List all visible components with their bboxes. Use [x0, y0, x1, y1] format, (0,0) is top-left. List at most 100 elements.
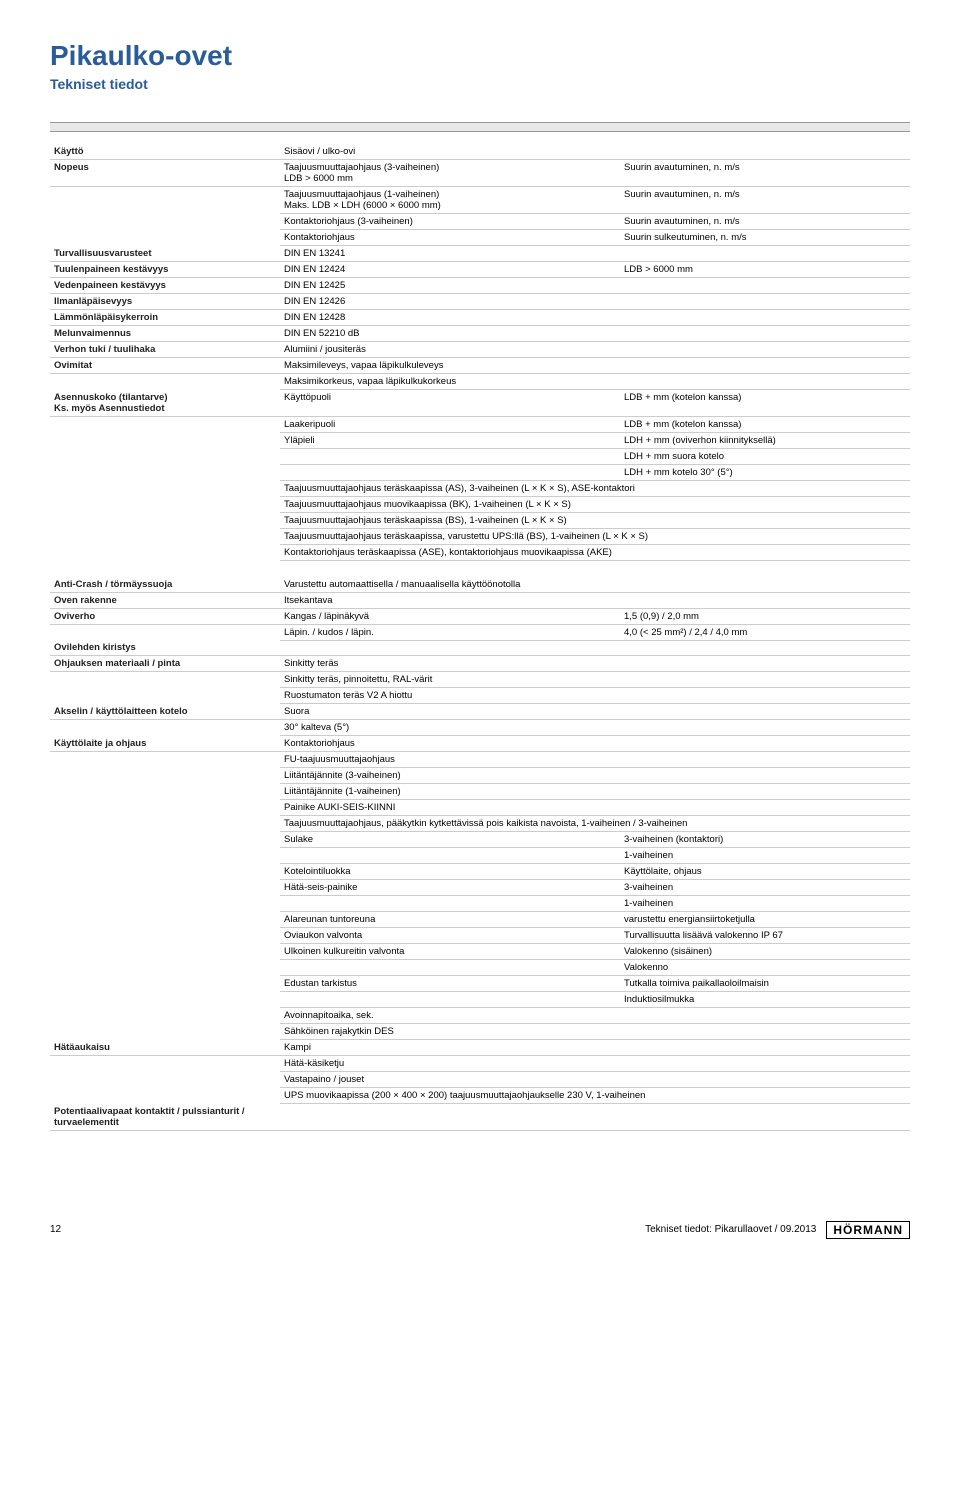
row-value [620, 1104, 910, 1131]
table-row: Oviaukon valvontaTurvallisuutta lisäävä … [50, 928, 910, 944]
row-value [620, 720, 910, 736]
row-value [620, 577, 910, 593]
row-label [50, 864, 280, 880]
row-value: 3-vaiheinen [620, 880, 910, 896]
row-mid: Taajuusmuuttajaohjaus (1-vaiheinen) Maks… [280, 187, 620, 214]
row-value: Taajuusmuuttajaohjaus teräskaapissa, var… [280, 528, 910, 544]
row-label [50, 624, 280, 640]
table-row: Maksimikorkeus, vapaa läpikulkukorkeus [50, 374, 910, 390]
row-value [620, 800, 910, 816]
row-label [50, 432, 280, 448]
row-value [620, 144, 910, 160]
row-label: Ilmanläpäisevyys [50, 294, 280, 310]
row-value [620, 342, 910, 358]
row-label [50, 928, 280, 944]
table-row: YläpieliLDH + mm (oviverhon kiinnityksel… [50, 432, 910, 448]
row-mid: Taajuusmuuttajaohjaus (3-vaiheinen) LDB … [280, 160, 620, 187]
page-footer: 12 Tekniset tiedot: Pikarullaovet / 09.2… [50, 1211, 910, 1239]
row-mid: Hätä-käsiketju [280, 1056, 620, 1072]
row-value: varustettu energiansiirtoketjulla [620, 912, 910, 928]
row-value [620, 1024, 910, 1040]
row-mid [280, 848, 620, 864]
row-label [50, 1072, 280, 1088]
table-row: Asennuskoko (tilantarve) Ks. myös Asennu… [50, 390, 910, 417]
table-row: OvimitatMaksimileveys, vapaa läpikulkule… [50, 358, 910, 374]
row-value: Tutkalla toimiva paikallaoloilmaisin [620, 976, 910, 992]
row-label [50, 720, 280, 736]
row-mid: Kontaktoriohjaus [280, 736, 620, 752]
row-value [620, 768, 910, 784]
row-mid: DIN EN 12426 [280, 294, 620, 310]
row-label [50, 528, 280, 544]
table-row: Taajuusmuuttajaohjaus muovikaapissa (BK)… [50, 496, 910, 512]
table-row: HätäaukaisuKampi [50, 1040, 910, 1056]
row-mid: Yläpieli [280, 432, 620, 448]
row-value [620, 326, 910, 342]
row-value [620, 278, 910, 294]
footer-text: Tekniset tiedot: Pikarullaovet / 09.2013 [645, 1224, 816, 1235]
row-label: Nopeus [50, 160, 280, 187]
row-label: Tuulenpaineen kestävyys [50, 262, 280, 278]
row-label [50, 416, 280, 432]
row-mid: Sisäovi / ulko-ovi [280, 144, 620, 160]
table-row: MelunvaimennusDIN EN 52210 dB [50, 326, 910, 342]
row-value: Suurin avautuminen, n. m/s [620, 214, 910, 230]
table-row: NopeusTaajuusmuuttajaohjaus (3-vaiheinen… [50, 160, 910, 187]
table-row: KotelointiluokkaKäyttölaite, ohjaus [50, 864, 910, 880]
row-label: Oven rakenne [50, 592, 280, 608]
row-label: Hätäaukaisu [50, 1040, 280, 1056]
row-label: Käyttö [50, 144, 280, 160]
row-mid [280, 960, 620, 976]
row-mid: Avoinnapitoaika, sek. [280, 1008, 620, 1024]
row-label: Asennuskoko (tilantarve) Ks. myös Asennu… [50, 390, 280, 417]
row-value: LDH + mm (oviverhon kiinnityksellä) [620, 432, 910, 448]
table-row: Liitäntäjännite (3-vaiheinen) [50, 768, 910, 784]
row-value [620, 294, 910, 310]
row-mid: Itsekantava [280, 592, 620, 608]
page-title: Pikaulko-ovet [50, 40, 910, 72]
row-value: LDB + mm (kotelon kanssa) [620, 390, 910, 417]
table-row: Vedenpaineen kestävyysDIN EN 12425 [50, 278, 910, 294]
table-row: Induktiosilmukka [50, 992, 910, 1008]
row-value [620, 752, 910, 768]
table-row: Alareunan tuntoreunavarustettu energians… [50, 912, 910, 928]
table-row: Taajuusmuuttajaohjaus teräskaapissa (BS)… [50, 512, 910, 528]
row-label [50, 784, 280, 800]
row-label: Turvallisuusvarusteet [50, 246, 280, 262]
row-value [620, 672, 910, 688]
table-row: Avoinnapitoaika, sek. [50, 1008, 910, 1024]
row-label: Akselin / käyttölaitteen kotelo [50, 704, 280, 720]
row-value [620, 736, 910, 752]
row-value [620, 1040, 910, 1056]
row-label [50, 848, 280, 864]
row-mid: Vastapaino / jouset [280, 1072, 620, 1088]
row-label: Potentiaalivapaat kontaktit / pulssiantu… [50, 1104, 280, 1131]
row-mid: Sulake [280, 832, 620, 848]
row-value [620, 784, 910, 800]
table-row: Oven rakenneItsekantava [50, 592, 910, 608]
row-value: LDB > 6000 mm [620, 262, 910, 278]
row-mid [280, 640, 620, 656]
row-label: Ovimitat [50, 358, 280, 374]
row-mid: FU-taajuusmuuttajaohjaus [280, 752, 620, 768]
row-mid: Suora [280, 704, 620, 720]
row-label [50, 832, 280, 848]
row-label [50, 496, 280, 512]
row-label [50, 480, 280, 496]
table-row: TurvallisuusvarusteetDIN EN 13241 [50, 246, 910, 262]
row-label [50, 1056, 280, 1072]
row-value: 1,5 (0,9) / 2,0 mm [620, 608, 910, 624]
row-mid: Liitäntäjännite (1-vaiheinen) [280, 784, 620, 800]
row-label [50, 688, 280, 704]
row-mid [280, 992, 620, 1008]
table-row: LaakeripuoliLDB + mm (kotelon kanssa) [50, 416, 910, 432]
row-label [50, 976, 280, 992]
table-row: Edustan tarkistusTutkalla toimiva paikal… [50, 976, 910, 992]
row-mid: Varustettu automaattisella / manuaalisel… [280, 577, 620, 593]
row-label: Melunvaimennus [50, 326, 280, 342]
table-row: Kontaktoriohjaus teräskaapissa (ASE), ko… [50, 544, 910, 560]
table-row: Ulkoinen kulkureitin valvontaValokenno (… [50, 944, 910, 960]
row-value: 1-vaiheinen [620, 848, 910, 864]
row-value: Induktiosilmukka [620, 992, 910, 1008]
table-row: Ovilehden kiristys [50, 640, 910, 656]
